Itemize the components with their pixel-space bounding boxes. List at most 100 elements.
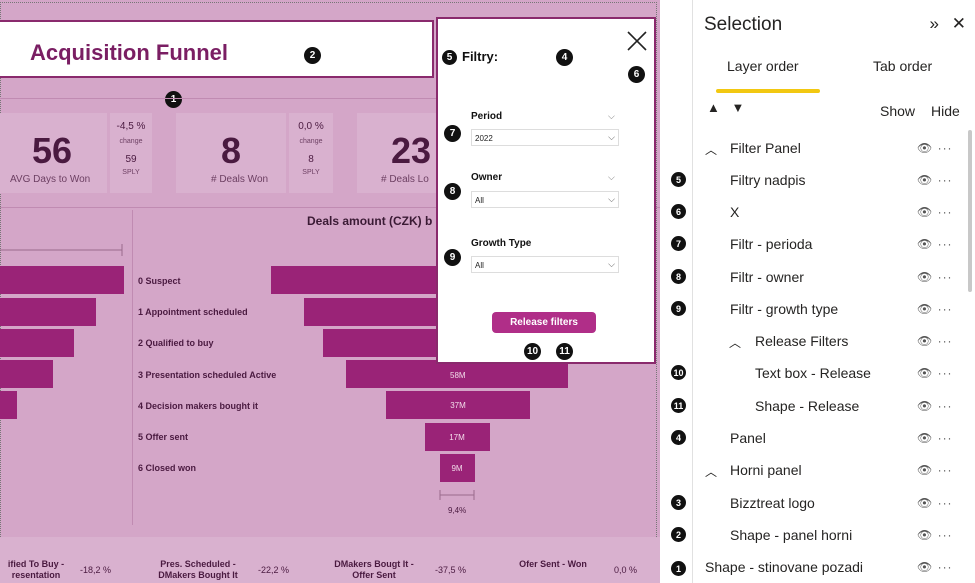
- funnel-bar[interactable]: 37M: [386, 391, 530, 419]
- kpi-value: 8: [221, 130, 242, 171]
- kpi-card-avg-days[interactable]: 56 AVG Days to Won: [0, 113, 107, 193]
- chevron-up-icon[interactable]: ︿: [729, 336, 742, 350]
- tab-layer-order[interactable]: Layer order: [727, 58, 799, 74]
- kpi-sply-label: SPLY: [302, 169, 320, 176]
- conversion-value: -37,5 %: [435, 565, 467, 575]
- funnel-bar-left[interactable]: [0, 266, 124, 294]
- scrollbar[interactable]: [968, 130, 972, 292]
- bar-value-label: 9M: [451, 464, 463, 473]
- chevron-down-icon[interactable]: ⌵: [608, 111, 615, 121]
- layer-tools[interactable]: 👁 ···: [917, 270, 953, 284]
- tab-tab-order[interactable]: Tab order: [873, 58, 933, 74]
- layer-filtr-perioda[interactable]: Filtr - perioda: [730, 236, 813, 252]
- move-down-icon[interactable]: ▼: [731, 100, 745, 115]
- owner-select[interactable]: All ⌵: [471, 191, 619, 208]
- layer-bizztreat-logo[interactable]: Bizztreat logo: [730, 495, 815, 511]
- kpi-card-deals-won[interactable]: 8 # Deals Won: [176, 113, 286, 193]
- chevron-up-icon[interactable]: ︿: [705, 465, 718, 479]
- selection-pane: Selection » ✕ Layer order Tab order ▲ ▼ …: [692, 0, 975, 583]
- badge-7: 7: [444, 125, 461, 142]
- badge-10: 10: [671, 365, 686, 380]
- funnel-bottom-bracket: [439, 490, 475, 500]
- conversion-value: 0,0 %: [614, 565, 638, 575]
- layer-text-box-release[interactable]: Text box - Release: [755, 365, 871, 381]
- kpi-value: 23: [391, 130, 432, 171]
- badge-5: 5: [671, 172, 686, 187]
- layer-tools[interactable]: 👁 ···: [917, 560, 953, 574]
- kpi-change: 0,0 %: [298, 121, 324, 132]
- layer-panel[interactable]: Panel: [730, 430, 766, 446]
- close-icon[interactable]: ✕: [951, 14, 966, 33]
- axis-bracket-left: [0, 244, 123, 256]
- chevron-down-icon[interactable]: ⌵: [608, 172, 615, 182]
- badge-9: 9: [671, 301, 686, 316]
- hide-button[interactable]: Hide: [931, 103, 960, 119]
- pane-header-icons: » ✕: [930, 14, 966, 34]
- layer-filtr-owner[interactable]: Filtr - owner: [730, 269, 804, 285]
- layer-tools[interactable]: 👁 ···: [917, 302, 953, 316]
- layer-horni-panel[interactable]: Horni panel: [730, 462, 802, 478]
- show-button[interactable]: Show: [880, 103, 916, 119]
- layer-tools[interactable]: 👁 ···: [917, 463, 953, 477]
- chevron-up-icon[interactable]: ︿: [705, 143, 718, 157]
- layer-shape-release[interactable]: Shape - Release: [755, 398, 860, 414]
- funnel-bar[interactable]: 58M: [346, 360, 568, 388]
- divider: [132, 210, 133, 525]
- selection-pane-title: Selection: [704, 14, 783, 35]
- move-up-icon[interactable]: ▲: [707, 100, 720, 115]
- kpi-side-deals-won: 0,0 % change 8 SPLY: [289, 113, 333, 193]
- layer-filtr-growth-type[interactable]: Filtr - growth type: [730, 301, 839, 317]
- layer-tools[interactable]: 👁 ···: [917, 173, 953, 187]
- layer-tools[interactable]: 👁 ···: [917, 399, 953, 413]
- kpi-change-label: change: [119, 138, 143, 145]
- layer-x[interactable]: X: [730, 204, 740, 220]
- chevron-down-icon: ⌵: [608, 132, 615, 142]
- layer-filtry-nadpis[interactable]: Filtry nadpis: [730, 172, 806, 188]
- funnel-bar[interactable]: [304, 298, 437, 326]
- funnel-bar[interactable]: 9M: [440, 454, 475, 482]
- funnel-bar-left[interactable]: [0, 391, 17, 419]
- funnel-bar[interactable]: [323, 329, 437, 357]
- layer-tools[interactable]: 👁 ···: [917, 496, 953, 510]
- badge-8: 8: [671, 269, 686, 284]
- layer-tools[interactable]: 👁 ···: [917, 431, 953, 445]
- badge-4: 4: [556, 49, 573, 66]
- funnel-bar-left[interactable]: [0, 298, 96, 326]
- funnel-stage-label: 6 Closed won: [138, 463, 197, 473]
- filter-panel[interactable]: 5 Filtry: 4 6 Period ⌵ 7 2022 ⌵ Owner ⌵ …: [436, 17, 656, 364]
- kpi-card-deals-lost[interactable]: 23 # Deals Lo: [357, 113, 437, 193]
- badge-11: 11: [556, 343, 573, 360]
- badge-1: 1: [165, 91, 182, 108]
- layer-tools[interactable]: 👁 ···: [917, 366, 953, 380]
- layer-release-filters[interactable]: Release Filters: [755, 333, 849, 349]
- layer-filter-panel[interactable]: Filter Panel: [730, 140, 801, 156]
- bar-value-label: 58M: [450, 371, 466, 380]
- active-tab-indicator: [716, 89, 820, 93]
- funnel-conversion-pct: 9,4%: [448, 506, 467, 515]
- funnel-bar-left[interactable]: [0, 329, 74, 357]
- funnel-bar-left[interactable]: [0, 360, 53, 388]
- bar-value-label: 37M: [450, 401, 466, 410]
- growth-type-label: Growth Type: [471, 238, 532, 249]
- funnel-stage-label: 1 Appointment scheduled: [138, 307, 248, 317]
- growth-type-select[interactable]: All ⌵: [471, 256, 619, 273]
- layer-tools[interactable]: 👁 ···: [917, 141, 953, 155]
- header-panel[interactable]: Acquisition Funnel: [0, 20, 434, 78]
- period-select[interactable]: 2022 ⌵: [471, 129, 619, 146]
- funnel-bar[interactable]: 17M: [425, 423, 490, 451]
- layer-tools[interactable]: 👁 ···: [917, 528, 953, 542]
- layer-tools[interactable]: 👁 ···: [917, 205, 953, 219]
- badge-8: 8: [444, 183, 461, 200]
- layer-tools[interactable]: 👁 ···: [917, 334, 953, 348]
- close-icon[interactable]: [625, 29, 649, 53]
- layer-tools[interactable]: 👁 ···: [917, 237, 953, 251]
- layer-shape-stinovane-pozadi[interactable]: Shape - stinovane pozadi: [705, 559, 863, 575]
- conversion-label: DMakers Bougt It - Offer Sent: [334, 559, 414, 580]
- badge-9: 9: [444, 249, 461, 266]
- release-filters-button[interactable]: Release filters: [492, 312, 596, 333]
- conversion-label: Ofer Sent - Won: [519, 559, 587, 569]
- layer-shape-panel-horni[interactable]: Shape - panel horni: [730, 527, 853, 543]
- funnel-bar[interactable]: [271, 266, 437, 294]
- collapse-pane-icon[interactable]: »: [929, 14, 940, 33]
- conversion-label: ified To Buy - resentation: [7, 559, 65, 580]
